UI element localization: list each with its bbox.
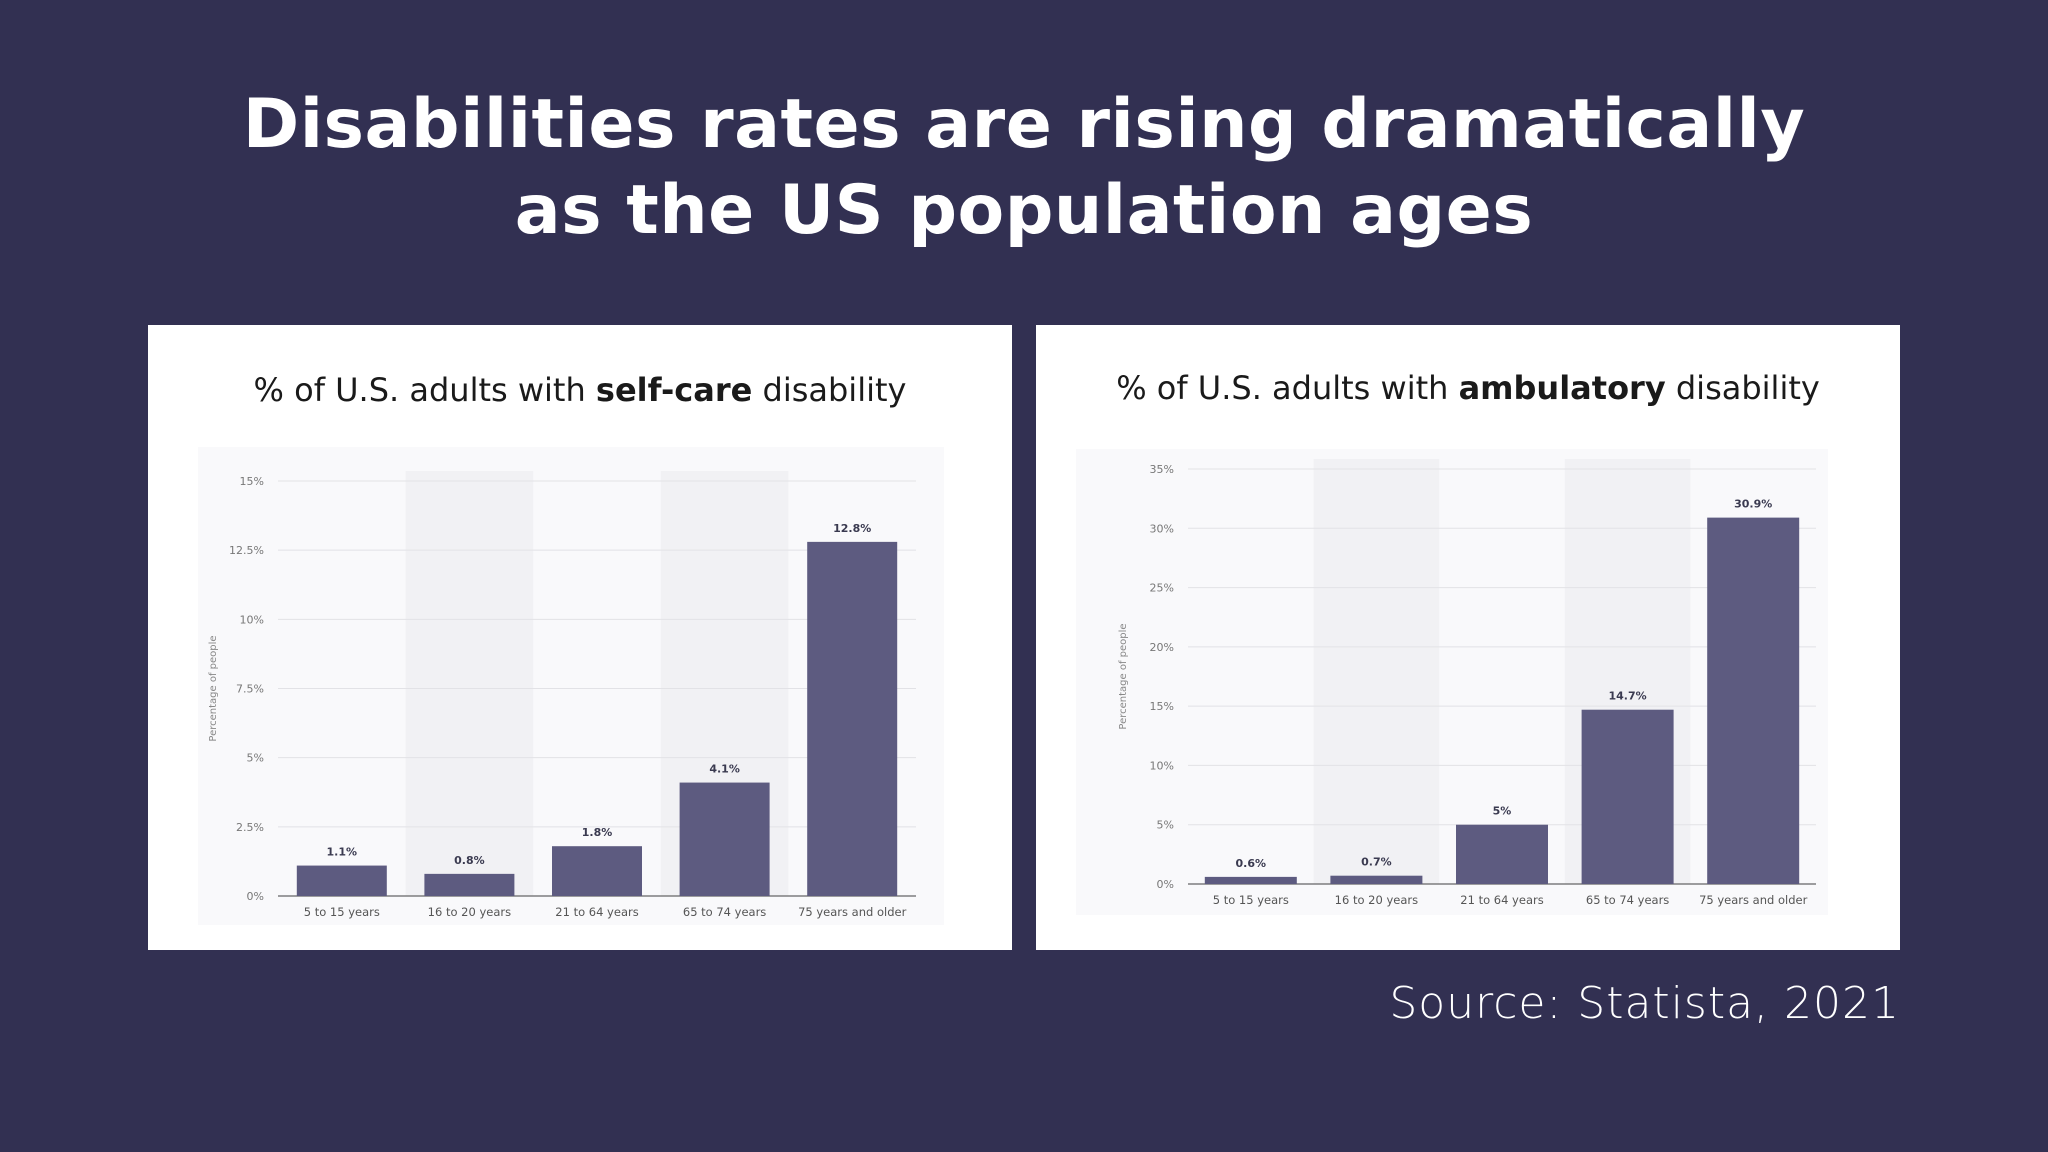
bar [1204,876,1297,884]
x-category-label: 5 to 15 years [304,905,380,919]
bar-data-label: 14.7% [1609,690,1647,703]
x-category-label: 65 to 74 years [683,905,766,919]
ambulatory-chart-title: % of U.S. adults with ambulatory disabil… [1036,369,1900,407]
y-tick-label: 0% [1157,878,1174,891]
self-care-bar-chart: 0% 2.5% 5% 7.5% 10% 12.5% 15% Percentage of peo… [198,447,944,925]
y-axis-title: Percentage of people [208,635,219,741]
y-axis-title: Percentage of people [1118,623,1129,729]
x-category-label: 5 to 15 years [1213,893,1289,907]
bar-data-label: 1.8% [582,826,613,839]
bar-data-label: 30.9% [1734,498,1772,511]
y-tick-label: 7.5% [236,683,264,696]
bar [296,865,387,896]
source-citation: Source: Statista, 2021 [1389,978,1900,1029]
bar [552,846,642,896]
bar [807,541,898,896]
y-tick-label: 12.5% [229,544,264,557]
bar-data-label: 0.6% [1236,857,1267,870]
bar-data-label: 1.1% [327,846,358,859]
bar-data-label: 5% [1493,805,1512,818]
bar [1330,875,1423,884]
y-tick-label: 5% [1157,819,1174,832]
bar-data-label: 4.1% [709,763,740,776]
chart-title-emphasis: self-care [595,371,753,409]
y-tick-label: 35% [1150,463,1174,476]
bar [1707,517,1800,884]
chart-title-suffix: disability [752,371,907,409]
column-band [1313,459,1440,884]
y-tick-label: 25% [1150,582,1174,595]
headline-line-1: Disabilities rates are rising dramatical… [242,85,1806,164]
y-tick-label: 15% [240,475,264,488]
x-category-label: 16 to 20 years [1335,893,1418,907]
x-category-label: 21 to 64 years [1460,893,1543,907]
y-tick-label: 5% [247,752,264,765]
y-tick-label: 2.5% [236,821,264,834]
x-category-label: 16 to 20 years [428,905,511,919]
y-tick-label: 15% [1150,700,1174,713]
slide-headline: Disabilities rates are rising dramatical… [0,82,2048,254]
plot-background [1076,449,1828,915]
chart-title-prefix: % of U.S. adults with [1116,369,1459,407]
chart-title-suffix: disability [1665,369,1820,407]
ambulatory-bar-chart: 0% 5% 10% 15% 20% 25% 30% 35% Percentage of peop… [1076,449,1828,915]
ambulatory-chart-card: % of U.S. adults with ambulatory disabil… [1036,325,1900,950]
chart-title-emphasis: ambulatory [1458,369,1666,407]
x-category-label: 65 to 74 years [1586,893,1669,907]
self-care-chart-card: % of U.S. adults with self-care disabili… [148,325,1012,950]
y-tick-label: 0% [247,890,264,903]
bar-data-label: 12.8% [833,522,871,535]
bar [424,873,515,896]
bar [679,782,770,896]
y-tick-label: 10% [1150,759,1174,772]
y-tick-label: 30% [1150,522,1174,535]
bar-data-label: 0.8% [454,854,485,867]
y-tick-label: 20% [1150,641,1174,654]
x-category-label: 75 years and older [798,905,906,919]
column-band [405,471,534,896]
bar [1581,709,1674,884]
headline-line-2: as the US population ages [514,171,1534,250]
chart-title-prefix: % of U.S. adults with [253,371,596,409]
self-care-chart-title: % of U.S. adults with self-care disabili… [148,371,1012,409]
bar-data-label: 0.7% [1361,856,1392,869]
x-category-label: 21 to 64 years [555,905,638,919]
bar [1456,824,1548,884]
x-category-label: 75 years and older [1699,893,1807,907]
y-tick-label: 10% [240,613,264,626]
